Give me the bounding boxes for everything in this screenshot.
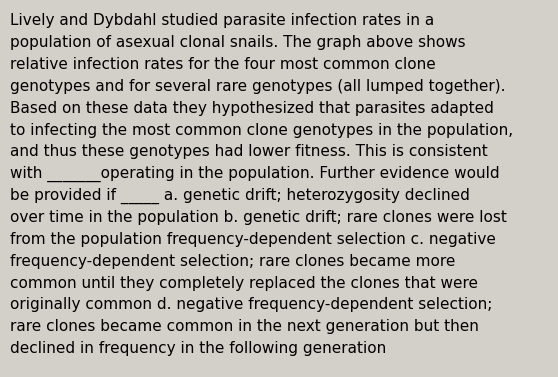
Text: be provided if _____ a. genetic drift; heterozygosity declined: be provided if _____ a. genetic drift; h… (10, 188, 470, 204)
Text: genotypes and for several rare genotypes (all lumped together).: genotypes and for several rare genotypes… (10, 79, 506, 94)
Text: rare clones became common in the next generation but then: rare clones became common in the next ge… (10, 319, 479, 334)
Text: with _______operating in the population. Further evidence would: with _______operating in the population.… (10, 166, 499, 182)
Text: declined in frequency in the following generation: declined in frequency in the following g… (10, 341, 386, 356)
Text: from the population frequency-dependent selection c. negative: from the population frequency-dependent … (10, 232, 496, 247)
Text: and thus these genotypes had lower fitness. This is consistent: and thus these genotypes had lower fitne… (10, 144, 488, 159)
Text: over time in the population b. genetic drift; rare clones were lost: over time in the population b. genetic d… (10, 210, 507, 225)
Text: population of asexual clonal snails. The graph above shows: population of asexual clonal snails. The… (10, 35, 466, 50)
Text: originally common d. negative frequency-dependent selection;: originally common d. negative frequency-… (10, 297, 492, 313)
Text: Lively and Dybdahl studied parasite infection rates in a: Lively and Dybdahl studied parasite infe… (10, 13, 434, 28)
Text: to infecting the most common clone genotypes in the population,: to infecting the most common clone genot… (10, 123, 513, 138)
Text: Based on these data they hypothesized that parasites adapted: Based on these data they hypothesized th… (10, 101, 494, 116)
Text: frequency-dependent selection; rare clones became more: frequency-dependent selection; rare clon… (10, 254, 455, 269)
Text: relative infection rates for the four most common clone: relative infection rates for the four mo… (10, 57, 436, 72)
Text: common until they completely replaced the clones that were: common until they completely replaced th… (10, 276, 478, 291)
